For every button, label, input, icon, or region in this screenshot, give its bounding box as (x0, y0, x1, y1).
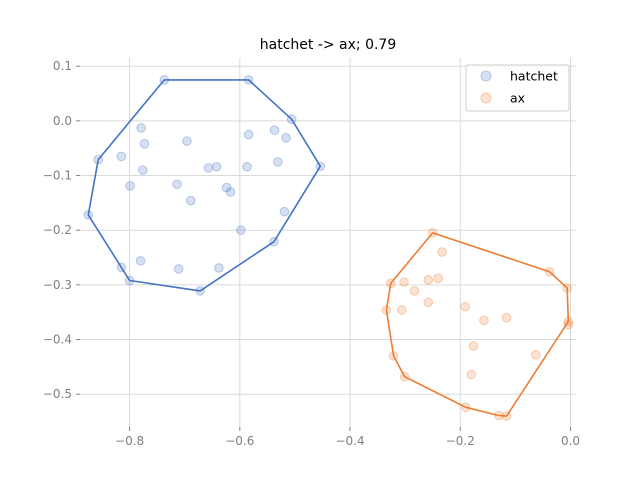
ax-point (433, 273, 444, 284)
hatchet-point (242, 161, 252, 172)
hull-lines (87, 79, 570, 417)
hatchet-point (185, 195, 196, 206)
hatchet-point (211, 161, 222, 172)
hatchet-point (83, 210, 94, 220)
ax-point (423, 297, 434, 308)
ax-point (399, 371, 410, 382)
ax-point (399, 277, 409, 287)
x-axis: −0.8 −0.6 −0.4 −0.2 0.0 (115, 427, 580, 448)
hatchet-hull (87, 79, 322, 292)
ax-point (468, 341, 479, 351)
hatchet-point (93, 154, 103, 165)
x-tick-label: 0.0 (561, 434, 580, 448)
hatchet-point (286, 114, 297, 125)
ax-point (460, 402, 471, 413)
legend: hatchet ax (465, 64, 570, 112)
x-tick-label: −0.8 (115, 434, 144, 448)
legend-label-hatchet: hatchet (510, 69, 558, 84)
y-axis: 0.1 0.0 −0.1 −0.2 −0.3 −0.4 −0.5 (43, 59, 80, 401)
hatchet-point (125, 181, 135, 191)
hatchet-point (182, 136, 192, 146)
hatchet-point (138, 165, 148, 175)
y-tick-label: −0.5 (43, 387, 72, 401)
ax-point (501, 411, 512, 421)
ax-point (530, 350, 541, 360)
ax-point (423, 275, 434, 285)
hatchet-point (315, 161, 326, 172)
ax-hull (385, 232, 570, 417)
legend-box (465, 64, 570, 112)
hatchet-point (225, 187, 236, 197)
hatchet-point (173, 264, 184, 274)
data-points (83, 75, 574, 421)
ax-point (544, 266, 555, 277)
ax-point (388, 351, 399, 361)
ax-point (494, 410, 504, 421)
y-tick-label: −0.3 (43, 278, 72, 292)
ax-point (381, 305, 392, 315)
hatchet-point (195, 286, 205, 296)
hatchet-point (281, 133, 291, 143)
y-tick-label: −0.2 (43, 223, 72, 237)
hatchet-point (236, 225, 246, 235)
hatchet-point (139, 139, 150, 149)
ax-point (437, 247, 447, 257)
y-tick-label: 0.1 (53, 59, 72, 73)
x-tick-label: −0.2 (446, 434, 475, 448)
hatchet-point (172, 179, 182, 190)
hatchet-point (116, 151, 127, 162)
chart-title: hatchet -> ax; 0.79 (260, 37, 397, 53)
hatchet-point (159, 75, 170, 85)
hatchet-point (243, 75, 254, 85)
legend-label-ax: ax (510, 91, 525, 106)
hatchet-point (273, 157, 283, 167)
ax-point (409, 286, 420, 296)
ax-point (501, 312, 512, 323)
y-tick-label: 0.0 (53, 114, 72, 128)
legend-marker-ax (480, 92, 492, 104)
ax-point (563, 319, 574, 330)
legend-marker-hatchet (480, 70, 492, 82)
ax-point (562, 283, 572, 293)
hatchet-point (279, 206, 290, 217)
hatchet-point (124, 275, 135, 286)
hatchet-point (269, 236, 279, 247)
hatchet-point (221, 182, 232, 193)
hatchet-point (135, 256, 146, 266)
hatchet-point (116, 262, 127, 273)
ax-point (427, 228, 438, 238)
x-tick-label: −0.4 (335, 434, 364, 448)
y-tick-label: −0.1 (43, 169, 72, 183)
hatchet-point (203, 163, 214, 173)
ax-point (466, 369, 477, 380)
x-tick-label: −0.6 (225, 434, 254, 448)
ax-point (397, 305, 407, 315)
ax-point (563, 316, 574, 327)
ax-point (386, 278, 396, 289)
ax-point (460, 301, 471, 312)
ax-point (479, 315, 489, 326)
grid (80, 58, 576, 427)
hatchet-point (269, 125, 280, 135)
hatchet-point (136, 123, 146, 133)
hatchet-point (243, 129, 254, 140)
y-tick-label: −0.4 (43, 333, 72, 347)
hatchet-point (214, 263, 224, 273)
